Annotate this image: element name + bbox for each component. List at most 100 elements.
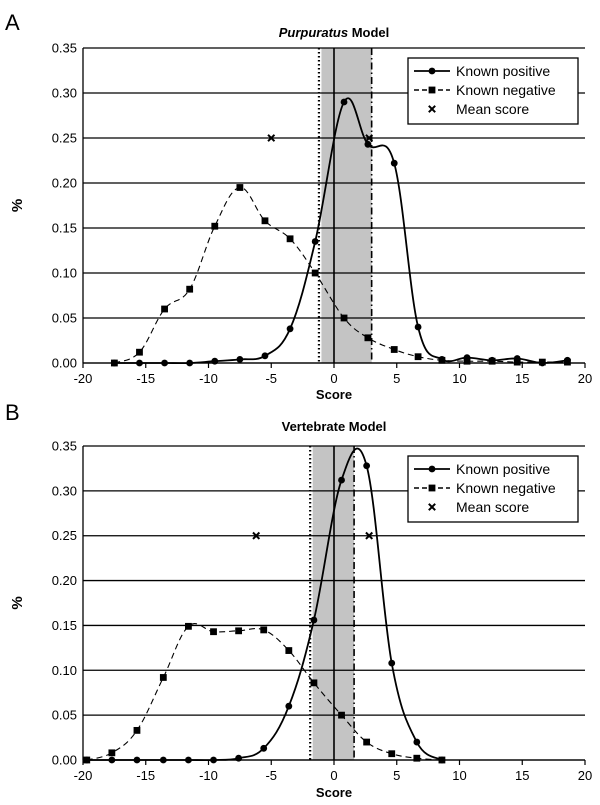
x-tick-label: 0: [330, 768, 337, 783]
data-point-known-negative: [211, 222, 219, 230]
y-tick-label: 0.20: [52, 573, 77, 588]
x-tick-label: 15: [515, 371, 529, 386]
data-point-known-negative: [261, 217, 269, 225]
data-point-known-positive: [161, 359, 168, 367]
data-point-known-negative: [311, 269, 319, 277]
data-point-mean-score: [365, 134, 374, 142]
legend: Known positive Known negative Mean score: [407, 57, 579, 125]
data-point-known-negative: [136, 348, 143, 356]
data-point-mean-score: [365, 531, 374, 540]
data-point-known-negative: [83, 756, 91, 764]
chart-panel-b: B Vertebrate Model 0.00 0.05 0.10 0.15 0.20 0.2…: [5, 400, 592, 800]
y-tick-label: 0.00: [52, 753, 77, 768]
legend-marker-known-positive: [428, 67, 436, 75]
y-tick-label: 0.20: [52, 176, 77, 191]
y-tick-label: 0.15: [52, 618, 77, 633]
data-point-known-positive: [364, 140, 372, 148]
x-tick-label: 5: [393, 768, 400, 783]
data-point-known-positive: [311, 238, 319, 245]
data-point-known-negative: [286, 235, 294, 243]
legend-box: [407, 455, 579, 523]
data-point-known-negative: [236, 184, 244, 191]
data-point-known-positive: [414, 323, 422, 331]
data-point-known-negative: [538, 358, 546, 366]
y-tick-label: 0.25: [52, 528, 77, 543]
data-point-known-positive: [340, 98, 348, 106]
data-point-known-positive: [310, 616, 318, 624]
legend-label-mean-score: Mean score: [456, 101, 529, 117]
data-point-known-negative: [161, 305, 168, 313]
data-point-known-positive: [186, 359, 194, 367]
x-tick-label: -5: [265, 371, 277, 386]
data-point-mean-score: [267, 134, 276, 142]
x-tick-label: 10: [452, 768, 466, 783]
data-point-known-positive: [390, 159, 398, 167]
data-point-known-positive: [260, 744, 268, 752]
data-point-known-negative: [438, 356, 446, 364]
data-point-known-positive: [235, 754, 243, 762]
data-point-known-positive: [236, 356, 244, 363]
data-point-known-negative: [338, 711, 345, 719]
data-point-mean-score: [252, 531, 261, 540]
data-point-known-positive: [210, 756, 217, 764]
data-point-known-negative: [390, 346, 398, 353]
data-point-known-negative: [260, 626, 268, 634]
data-point-known-positive: [285, 702, 293, 710]
x-tick-label: -15: [136, 768, 155, 783]
legend-label-known-positive: Known positive: [456, 461, 550, 477]
data-point-known-negative: [488, 357, 496, 365]
data-point-known-negative: [340, 314, 348, 322]
data-point-known-negative: [133, 726, 141, 734]
legend-marker-known-negative: [428, 484, 436, 492]
y-tick-label: 0.10: [52, 663, 77, 678]
data-point-known-negative: [235, 627, 243, 635]
chart-title-italic: Purpuratus: [279, 25, 348, 40]
data-point-known-negative: [463, 357, 471, 365]
data-point-known-positive: [413, 738, 421, 746]
chart-title: Vertebrate Model: [282, 419, 387, 434]
y-axis-label: %: [9, 199, 26, 212]
data-point-known-negative: [310, 679, 318, 687]
x-tick-label: 5: [393, 371, 400, 386]
data-point-known-positive: [261, 352, 269, 360]
data-point-known-positive: [108, 756, 116, 764]
y-tick-label: 0.00: [52, 356, 77, 371]
chart-title: Purpuratus Model: [279, 25, 390, 40]
x-tick-label: -10: [199, 768, 218, 783]
y-tick-label: 0.10: [52, 266, 77, 281]
y-tick-label: 0.25: [52, 131, 77, 146]
data-point-known-negative: [564, 358, 571, 366]
x-tick-label: -15: [136, 371, 155, 386]
data-point-known-negative: [388, 750, 396, 758]
legend-label-mean-score: Mean score: [456, 499, 529, 515]
y-axis-label: %: [9, 596, 26, 609]
data-point-known-negative: [186, 285, 194, 293]
data-point-known-negative: [110, 359, 118, 367]
data-point-known-negative: [210, 628, 217, 636]
data-point-known-negative: [159, 674, 167, 681]
chart-panel-a: A Purpuratus Model 0.00 0.05 0.10 0.15 0.20 0.2…: [5, 10, 592, 402]
data-point-known-negative: [363, 738, 371, 746]
legend: Known positive Known negative Mean score: [407, 455, 579, 523]
panel-label: B: [5, 400, 20, 425]
x-tick-label: 15: [515, 768, 529, 783]
data-point-known-positive: [338, 476, 345, 484]
chart-title-text: Vertebrate Model: [282, 419, 387, 434]
legend-marker-mean-score: [428, 503, 436, 511]
legend-box: [407, 57, 579, 125]
x-axis-label: Score: [316, 387, 352, 402]
data-point-known-negative: [438, 756, 446, 764]
legend-marker-known-positive: [428, 465, 436, 473]
data-point-known-negative: [513, 358, 521, 366]
legend-marker-mean-score: [428, 105, 436, 113]
y-tick-label: 0.05: [52, 311, 77, 326]
x-axis-label: Score: [316, 785, 352, 800]
x-tick-label: 0: [330, 371, 337, 386]
x-tick-label: -20: [74, 371, 93, 386]
data-point-known-positive: [133, 756, 141, 764]
data-point-known-positive: [363, 462, 371, 470]
data-point-known-positive: [388, 659, 396, 667]
series-line-known-positive: [86, 447, 443, 762]
y-tick-label: 0.30: [52, 86, 77, 101]
